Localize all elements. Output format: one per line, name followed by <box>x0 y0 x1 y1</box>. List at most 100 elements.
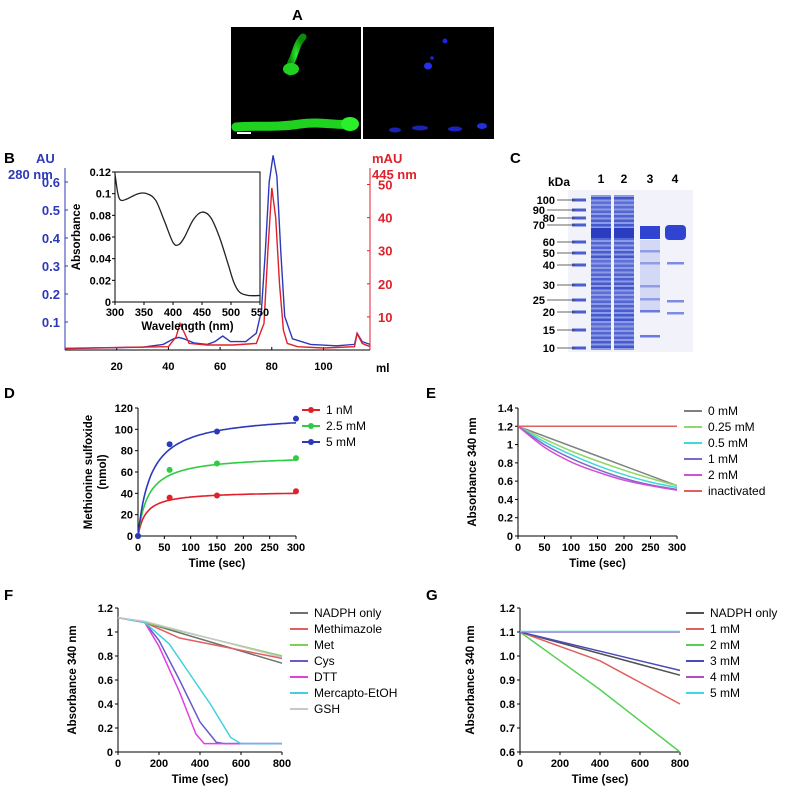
y-axis-label: Absorbance 340 nm <box>67 625 79 734</box>
gel-band <box>591 201 611 204</box>
data-point <box>135 533 141 539</box>
gel-band <box>591 242 611 245</box>
gel-band <box>614 287 634 290</box>
gel-band <box>591 323 611 326</box>
gel-band <box>572 263 586 267</box>
data-point <box>214 460 220 467</box>
inset-y-tick-label: 0.08 <box>90 210 111 222</box>
legend-entry: GSH <box>314 702 340 716</box>
gel-band <box>591 305 611 308</box>
data-point <box>214 428 220 435</box>
legend-entry: DTT <box>314 670 338 684</box>
y-tick-label: 0.8 <box>500 699 515 711</box>
y-tick-label: 1.2 <box>500 603 515 615</box>
gel-band <box>614 341 634 344</box>
data-point <box>166 466 173 473</box>
x-tick-label: 0 <box>115 758 121 770</box>
gel-band <box>591 336 611 339</box>
x-axis-label: Time (sec) <box>189 558 246 570</box>
gel-band <box>572 346 586 350</box>
x-tick-label: 400 <box>591 758 609 770</box>
gel-band <box>667 262 684 265</box>
panel-b-chromatogram: 0.1 0.2 0.3 0.4 0.5 0.6 10 20 30 40 50 20 40 60 80 100 m… <box>8 151 417 375</box>
gel-band <box>591 314 611 317</box>
series-line <box>117 616 283 658</box>
gel-band <box>572 251 586 255</box>
right-axis-label: mAU <box>372 151 402 166</box>
x-tick-label: 50 <box>158 542 170 554</box>
gel-band <box>665 225 686 240</box>
inset-y-tick-label: 0.12 <box>90 167 111 179</box>
gel-smear <box>640 240 660 310</box>
legend-entry: 0 mM <box>708 404 738 418</box>
gel-marker-label: 70 <box>533 220 545 232</box>
gel-band <box>614 264 634 267</box>
gel-band <box>572 328 586 332</box>
y-tick-label: 100 <box>115 424 133 436</box>
x-tick-label: 150 <box>208 542 226 554</box>
data-point <box>293 415 299 422</box>
panel-letter-f: F <box>4 587 13 604</box>
gel-marker-label: 40 <box>543 260 555 272</box>
panel-f-chart: 0 0.2 0.4 0.6 0.8 1 1.2 0 200 400 600 800 Time (sec)… <box>67 603 397 786</box>
inset-y-tick-label: 0.02 <box>90 275 111 287</box>
x-tick-label: 20 <box>111 361 123 373</box>
gel-band <box>591 300 611 303</box>
y-tick-label: 0 <box>127 531 133 543</box>
legend-entry: 1 mM <box>708 452 738 466</box>
gel-band <box>591 237 611 240</box>
x-tick-label: 200 <box>150 758 168 770</box>
gel-band <box>614 269 634 272</box>
gel-marker-label: 30 <box>543 280 555 292</box>
panel-letter-c: C <box>510 150 521 167</box>
gel-band <box>591 210 611 213</box>
gel-band <box>591 224 611 227</box>
gel-band <box>591 327 611 330</box>
y-tick-label: 0.7 <box>500 723 515 735</box>
series-line <box>517 425 678 487</box>
gel-band <box>614 345 634 348</box>
gel-band <box>614 246 634 249</box>
x-tick-label: 250 <box>260 542 278 554</box>
gel-marker-label: 90 <box>533 205 545 217</box>
x-tick-label: 400 <box>191 758 209 770</box>
inset-x-tick-label: 500 <box>222 307 240 319</box>
gel-band <box>614 260 634 263</box>
gel-band <box>572 298 586 302</box>
gel-band <box>591 197 611 200</box>
gel-band <box>591 264 611 267</box>
left-tick-label: 0.2 <box>42 287 60 302</box>
x-tick-label: 600 <box>232 758 250 770</box>
y-tick-label: 0.6 <box>500 747 515 759</box>
gel-band <box>591 246 611 249</box>
gel-band <box>591 341 611 344</box>
x-tick-label: 800 <box>273 758 291 770</box>
series-line <box>517 425 678 492</box>
gel-marker-label: 15 <box>543 325 555 337</box>
gel-band <box>614 309 634 312</box>
y-tick-label: 1 <box>107 627 113 639</box>
gel-marker-label: 100 <box>537 195 555 207</box>
gel-lane-label: 1 <box>598 172 605 186</box>
gel-band <box>591 206 611 209</box>
y-tick-label: 20 <box>121 510 133 522</box>
gel-lane <box>614 195 634 350</box>
right-tick-label: 20 <box>378 277 392 292</box>
gel-lane-label: 4 <box>672 172 679 186</box>
y-tick-label: 60 <box>121 467 133 479</box>
series-fit-line <box>137 492 297 537</box>
y-tick-label: 0.8 <box>498 458 513 470</box>
panel-letter-e: E <box>426 385 436 402</box>
inset-y-tick-label: 0.06 <box>90 232 111 244</box>
y-tick-label: 0.2 <box>98 723 113 735</box>
legend-entry: Met <box>314 638 335 652</box>
x-tick-label: 250 <box>641 542 659 554</box>
x-tick-label: 150 <box>588 542 606 554</box>
gel-band <box>614 206 634 209</box>
gel-band <box>614 224 634 227</box>
x-tick-label: 40 <box>162 361 174 373</box>
y-tick-label: 0 <box>107 747 113 759</box>
inset-x-tick-label: 550 <box>251 307 269 319</box>
y-tick-label: 1 <box>507 440 513 452</box>
right-tick-label: 50 <box>378 178 392 193</box>
